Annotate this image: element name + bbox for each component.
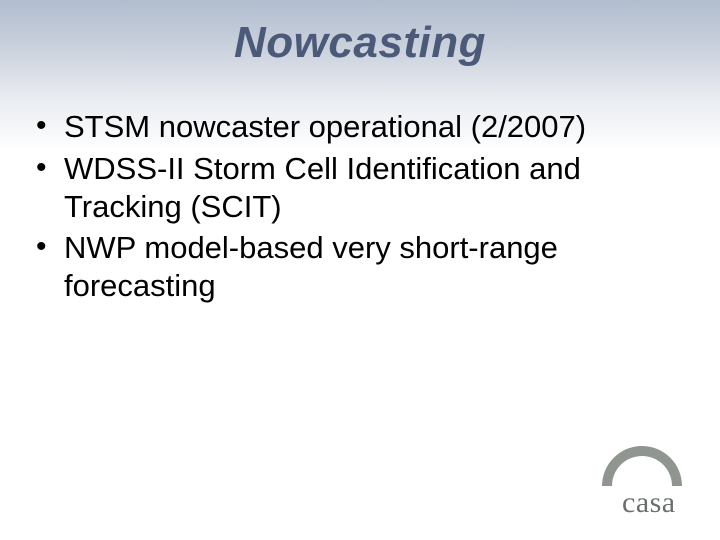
casa-logo: casa	[588, 446, 698, 526]
casa-logo-svg: casa	[588, 446, 698, 526]
bullet-item: WDSS-II Storm Cell Identification and Tr…	[30, 150, 690, 226]
bullet-item: NWP model-based very short-range forecas…	[30, 229, 690, 305]
bullet-item: STSM nowcaster operational (2/2007)	[30, 108, 690, 146]
bullet-list: STSM nowcaster operational (2/2007) WDSS…	[30, 108, 690, 305]
slide-content: STSM nowcaster operational (2/2007) WDSS…	[30, 108, 690, 309]
logo-swoosh-icon	[602, 446, 682, 486]
slide: Nowcasting STSM nowcaster operational (2…	[0, 0, 720, 540]
logo-text: casa	[622, 486, 676, 519]
slide-title: Nowcasting	[0, 18, 720, 68]
